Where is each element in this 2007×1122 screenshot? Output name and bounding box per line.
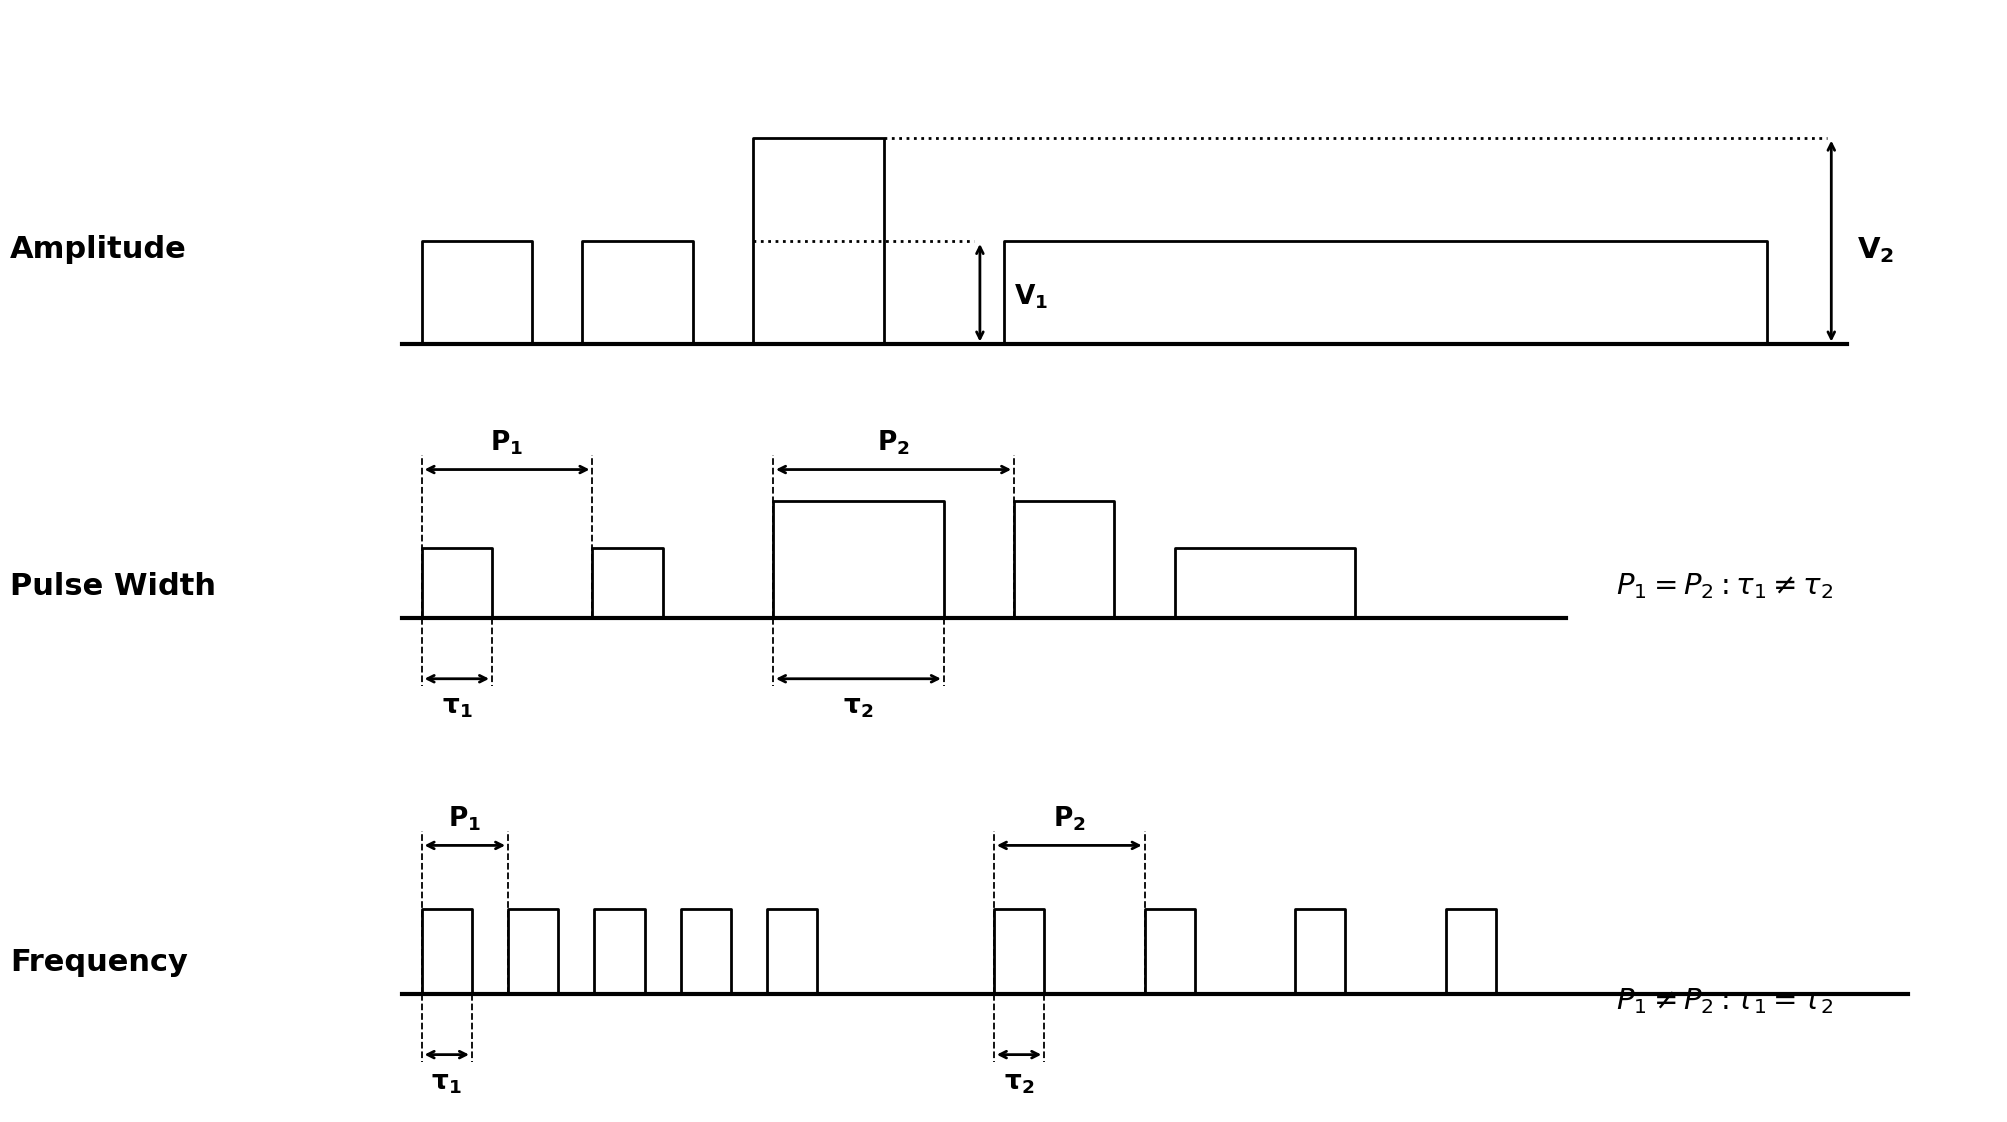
- Text: $\mathbf{P_2}$: $\mathbf{P_2}$: [877, 429, 909, 457]
- Text: $P_1 \neq P_2 : \boldsymbol{\tau_1} = \boldsymbol{\tau_2}$: $P_1 \neq P_2 : \boldsymbol{\tau_1} = \b…: [1616, 986, 1832, 1017]
- Text: Frequency: Frequency: [10, 948, 189, 977]
- Text: $\mathbf{\tau_2}$: $\mathbf{\tau_2}$: [1004, 1070, 1034, 1096]
- Text: $P_1 = P_2 : \boldsymbol{\tau_1} \neq \boldsymbol{\tau_2}$: $P_1 = P_2 : \boldsymbol{\tau_1} \neq \b…: [1616, 572, 1832, 601]
- Text: $\mathbf{\tau_1}$: $\mathbf{\tau_1}$: [442, 695, 472, 720]
- Text: Pulse Width: Pulse Width: [10, 572, 217, 601]
- Text: $\mathbf{P_1}$: $\mathbf{P_1}$: [448, 804, 482, 833]
- Text: $\mathbf{P_1}$: $\mathbf{P_1}$: [490, 429, 524, 457]
- Text: $\mathbf{\tau_2}$: $\mathbf{\tau_2}$: [843, 695, 873, 720]
- Text: Amplitude: Amplitude: [10, 236, 187, 264]
- Text: $\mathbf{\tau_1}$: $\mathbf{\tau_1}$: [432, 1070, 462, 1096]
- Text: $\mathbf{V_1}$: $\mathbf{V_1}$: [1014, 283, 1048, 311]
- Text: $\mathbf{V_2}$: $\mathbf{V_2}$: [1856, 234, 1895, 265]
- Text: $\mathbf{P_2}$: $\mathbf{P_2}$: [1052, 804, 1086, 833]
